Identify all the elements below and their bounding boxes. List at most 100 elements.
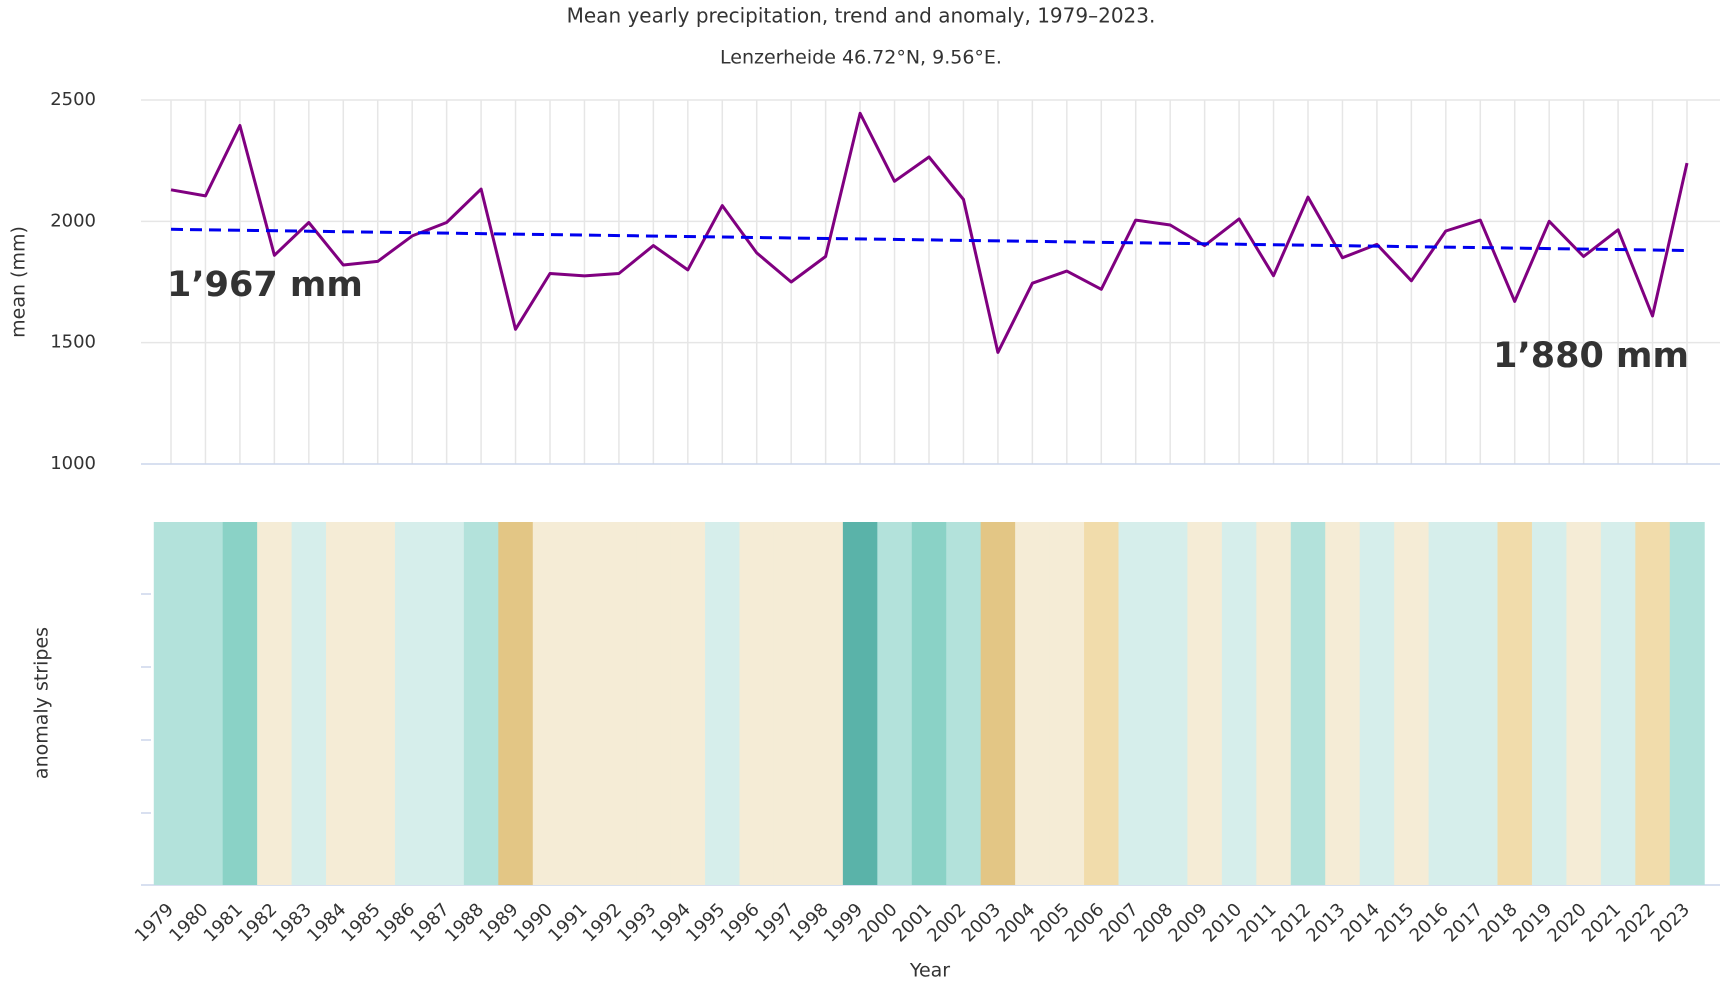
anomaly-stripe xyxy=(188,522,224,885)
x-tick-label: 1994 xyxy=(648,899,695,946)
anomaly-stripe xyxy=(980,522,1016,885)
x-tick-label: 2015 xyxy=(1371,899,1418,946)
x-tick-label: 2011 xyxy=(1233,899,1280,946)
x-tick-label: 2013 xyxy=(1302,899,1349,946)
x-tick-label: 2012 xyxy=(1268,899,1315,946)
anomaly-stripe xyxy=(429,522,465,885)
stripes-axis-title: anomaly stripes xyxy=(31,627,53,779)
anomaly-stripe xyxy=(670,522,706,885)
anomaly-stripe xyxy=(1359,522,1395,885)
anomaly-stripe xyxy=(636,522,672,885)
anomaly-stripe xyxy=(1049,522,1085,885)
y-tick-label: 2500 xyxy=(50,89,96,110)
anomaly-stripe xyxy=(1394,522,1430,885)
x-tick-label: 2014 xyxy=(1337,899,1384,946)
anomaly-stripe xyxy=(498,522,534,885)
x-tick-label: 1997 xyxy=(751,899,798,946)
anomaly-stripe xyxy=(360,522,396,885)
x-tick-label: 2002 xyxy=(923,899,970,946)
x-tick-label: 1988 xyxy=(441,899,488,946)
x-tick-label: 2003 xyxy=(958,899,1005,946)
x-tick-label: 2004 xyxy=(992,899,1039,946)
y-axis-title: mean (mm) xyxy=(8,226,30,338)
x-tick-label: 1985 xyxy=(338,899,385,946)
anomaly-stripe xyxy=(1497,522,1533,885)
x-tick-label: 2001 xyxy=(889,899,936,946)
x-tick-label: 1992 xyxy=(579,899,626,946)
trend-line xyxy=(170,227,1688,252)
anomaly-stripe xyxy=(1290,522,1326,885)
x-tick-label: 1982 xyxy=(234,899,281,946)
x-tick-label: 1986 xyxy=(372,899,419,946)
x-tick-label: 1993 xyxy=(613,899,660,946)
anomaly-stripe xyxy=(1566,522,1602,885)
anomaly-stripe xyxy=(257,522,293,885)
x-tick-label: 1996 xyxy=(717,899,764,946)
x-tick-label: 1979 xyxy=(131,899,178,946)
y-tick-label: 1000 xyxy=(50,453,96,474)
anomaly-stripe xyxy=(326,522,361,885)
anomaly-stripe xyxy=(291,522,327,885)
anomaly-stripe xyxy=(1256,522,1292,885)
anomaly-stripe xyxy=(1428,522,1464,885)
anomaly-stripe xyxy=(1635,522,1671,885)
x-tick-label: 2016 xyxy=(1406,899,1453,946)
trend-label: 1’880 mm xyxy=(1493,336,1689,376)
x-tick-label: 1980 xyxy=(165,899,212,946)
anomaly-stripe xyxy=(1463,522,1498,885)
anomaly-stripe xyxy=(1221,522,1257,885)
x-tick-label: 1989 xyxy=(475,899,522,946)
anomaly-stripe xyxy=(773,522,809,885)
anomaly-stripe xyxy=(153,522,189,885)
anomaly-stripe xyxy=(911,522,947,885)
x-tick-label: 2010 xyxy=(1199,899,1246,946)
x-tick-label: 2000 xyxy=(854,899,901,946)
anomaly-stripe xyxy=(601,522,637,885)
x-tick-label: 2019 xyxy=(1509,899,1556,946)
x-tick-label: 2021 xyxy=(1578,899,1625,946)
x-tick-label: 1981 xyxy=(200,899,247,946)
anomaly-stripe xyxy=(1118,522,1154,885)
x-tick-label: 1991 xyxy=(544,899,591,946)
x-tick-label: 1998 xyxy=(785,899,832,946)
anomaly-stripe xyxy=(1600,522,1636,885)
x-tick-label: 1984 xyxy=(303,899,350,946)
anomaly-stripe xyxy=(1084,522,1119,885)
anomaly-stripe xyxy=(877,522,913,885)
x-tick-label: 2006 xyxy=(1061,899,1108,946)
x-tick-label: 2007 xyxy=(1096,899,1143,946)
anomaly-stripe xyxy=(946,522,982,885)
anomaly-stripe xyxy=(1325,522,1361,885)
anomaly-stripe xyxy=(1531,522,1567,885)
anomaly-stripe xyxy=(1187,522,1223,885)
anomaly-stripe xyxy=(222,522,258,885)
anomaly-stripe xyxy=(532,522,568,885)
x-tick-label: 2018 xyxy=(1475,899,1522,946)
y-tick-label: 1500 xyxy=(50,332,96,353)
trend-label: 1’967 mm xyxy=(167,265,363,305)
anomaly-stripe xyxy=(705,522,740,885)
x-tick-label: 2023 xyxy=(1647,899,1694,946)
x-axis-title: Year xyxy=(909,960,950,982)
anomaly-stripe xyxy=(1015,522,1051,885)
anomaly-stripe xyxy=(808,522,844,885)
x-tick-label: 1990 xyxy=(510,899,557,946)
anomaly-stripe xyxy=(463,522,499,885)
x-tick-label: 2022 xyxy=(1612,899,1659,946)
x-tick-label: 1995 xyxy=(682,899,729,946)
x-tick-label: 1987 xyxy=(406,899,453,946)
anomaly-stripe xyxy=(842,522,878,885)
x-tick-label: 2020 xyxy=(1543,899,1590,946)
x-tick-label: 1999 xyxy=(820,899,867,946)
x-tick-label: 2008 xyxy=(1130,899,1177,946)
x-tick-label: 2005 xyxy=(1027,899,1074,946)
anomaly-stripe xyxy=(1669,522,1705,885)
chart-title: Mean yearly precipitation, trend and ano… xyxy=(567,4,1156,28)
x-tick-label: 2009 xyxy=(1164,899,1211,946)
x-tick-label: 1983 xyxy=(269,899,316,946)
x-tick-label: 2017 xyxy=(1440,899,1487,946)
anomaly-stripe xyxy=(1152,522,1188,885)
anomaly-stripe xyxy=(739,522,775,885)
y-tick-label: 2000 xyxy=(50,210,96,231)
